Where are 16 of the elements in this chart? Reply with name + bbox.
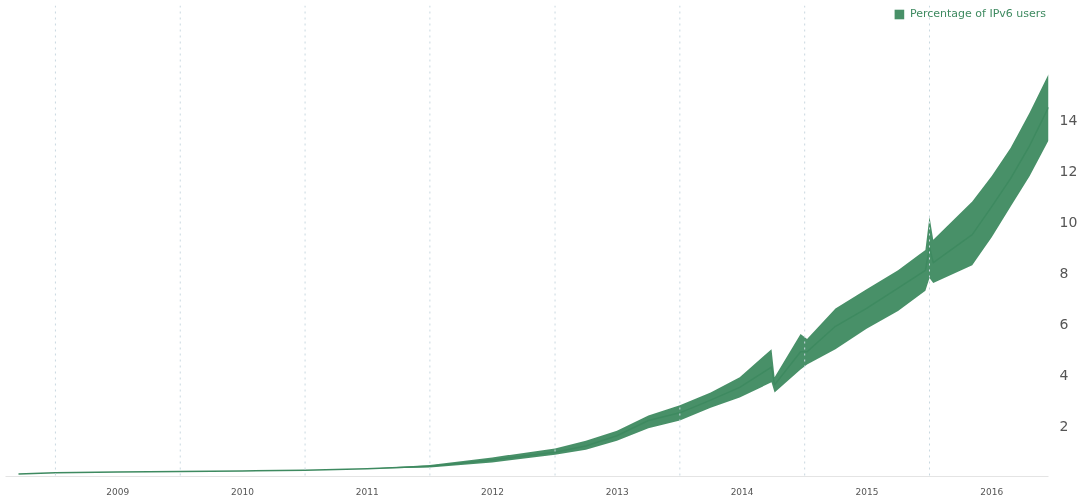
x-tick-label: 2013 (605, 486, 629, 497)
y-tick-label: 14 (1059, 112, 1078, 129)
x-tick-label: 2009 (106, 486, 130, 497)
x-tick-label: 2016 (980, 486, 1004, 497)
legend-label: Percentage of IPv6 users (909, 7, 1046, 20)
x-tick-label: 2014 (730, 486, 754, 497)
x-tick-label: 2010 (231, 486, 255, 497)
x-tick-label: 2012 (481, 486, 504, 497)
y-tick-label: 2 (1059, 417, 1069, 434)
y-tick-label: 10 (1059, 213, 1078, 230)
y-tick-label: 8 (1059, 264, 1069, 281)
y-tick-label: 4 (1059, 366, 1069, 383)
x-tick-label: 2011 (355, 486, 379, 497)
x-tick-label: 2015 (855, 486, 879, 497)
y-tick-label: 12 (1059, 162, 1078, 179)
y-tick-label: 6 (1059, 315, 1069, 332)
